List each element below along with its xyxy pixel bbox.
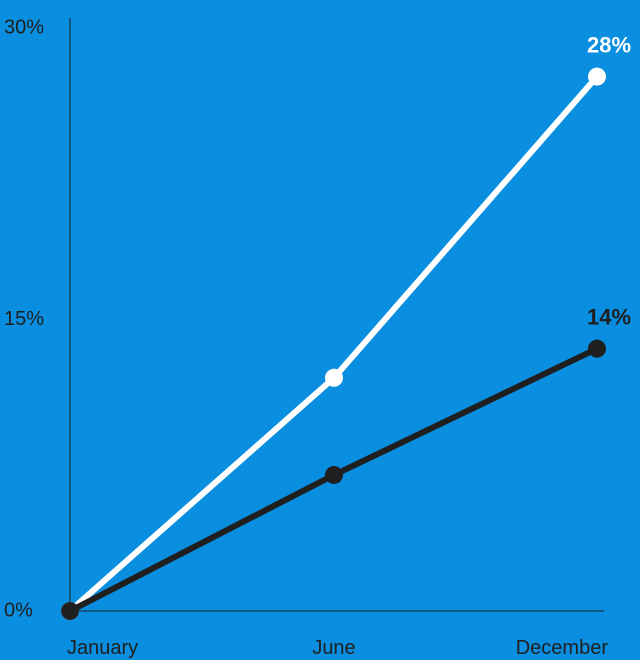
data-point	[61, 602, 79, 620]
y-tick-label: 15%	[4, 308, 44, 330]
data-point	[588, 67, 606, 86]
end-value-label: 14%	[587, 305, 631, 330]
x-tick-label: January	[67, 637, 138, 659]
series-line	[67, 73, 600, 614]
x-tick-label: June	[312, 637, 355, 659]
y-tick-label: 0%	[4, 599, 33, 621]
x-tick-labels: January June December	[67, 637, 608, 659]
y-tick-labels: 0% 15% 30%	[4, 16, 44, 621]
series-layer: 28% 14%	[61, 33, 631, 620]
y-tick-label: 30%	[4, 16, 44, 38]
data-point	[588, 339, 606, 358]
x-tick-label: December	[516, 637, 609, 659]
series-0: 28%	[61, 33, 631, 620]
data-point	[325, 368, 343, 387]
series-1: 14%	[61, 305, 631, 620]
end-value-label: 28%	[587, 33, 631, 58]
data-point	[325, 465, 343, 484]
axes	[69, 18, 604, 612]
